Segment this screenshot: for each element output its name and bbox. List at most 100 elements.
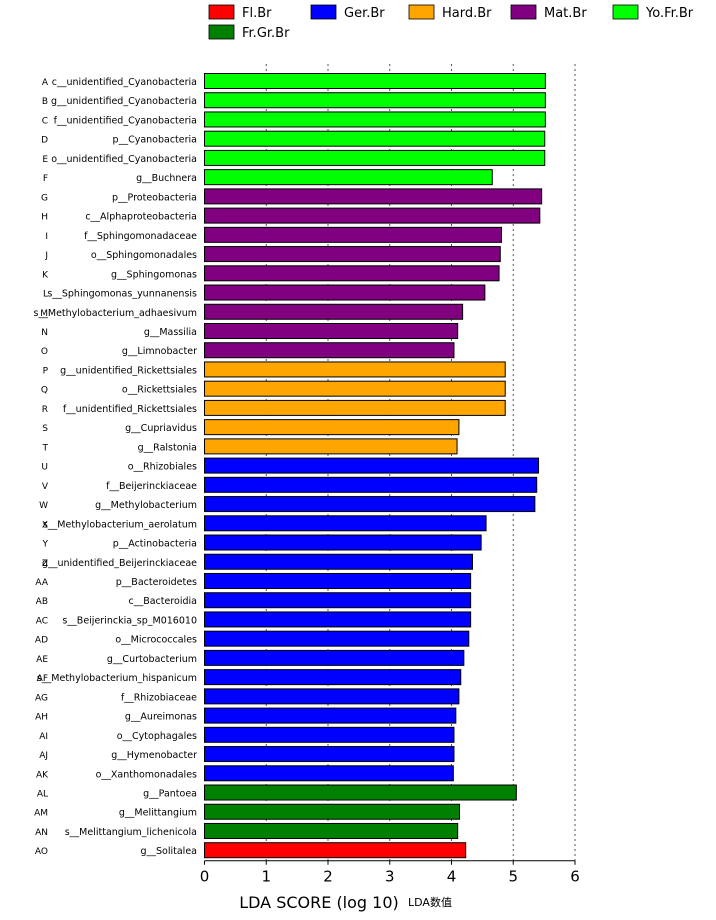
- bar: [204, 649, 465, 666]
- x-tick-label: 2: [323, 868, 333, 886]
- bar-code: I: [45, 232, 48, 242]
- bar: [204, 688, 460, 705]
- bar: [204, 226, 503, 243]
- bar-label: f__unidentified_Cyanobacteria: [54, 115, 197, 126]
- bar: [204, 822, 459, 839]
- bar: [204, 669, 462, 686]
- bar: [204, 303, 464, 320]
- bar: [204, 476, 538, 493]
- bar: [204, 342, 455, 359]
- bar: [204, 515, 487, 532]
- bar-label: f__Sphingomonadaceae: [84, 231, 197, 242]
- bar-label: g__Melittangium: [119, 808, 197, 819]
- bar-code: G: [41, 193, 48, 203]
- bar-code: AL: [37, 790, 48, 800]
- legend-swatch: [612, 4, 639, 20]
- bar-code: AO: [35, 847, 48, 857]
- bar-code: H: [41, 213, 48, 223]
- bar-code: Z: [42, 559, 48, 569]
- bar-label: s__Melittangium_lichenicola: [65, 827, 197, 838]
- bar-code: AK: [36, 770, 49, 780]
- bar-label: o__unidentified_Cyanobacteria: [51, 154, 197, 165]
- bar-code: AD: [35, 636, 48, 646]
- bar-code: J: [44, 251, 48, 261]
- bar-label: g__Cupriavidus: [125, 423, 197, 434]
- legend-label: Fr.Gr.Br: [242, 26, 290, 41]
- bar-label: g__Pantoea: [143, 789, 197, 800]
- bar-label: g__unidentified_Rickettsiales: [60, 365, 197, 376]
- bar: [204, 534, 482, 551]
- legend-swatch: [408, 4, 435, 20]
- bar: [204, 207, 541, 224]
- bar-label: o__Rhizobiales: [128, 462, 197, 473]
- bar-code: V: [42, 482, 49, 492]
- bar-label: p__Cyanobacteria: [113, 135, 197, 146]
- bar: [204, 611, 472, 628]
- bar-label: s__Methylobacterium_adhaesivum: [33, 308, 197, 319]
- bar-code: AG: [35, 693, 48, 703]
- bar-label: s__Methylobacterium_hispanicum: [37, 673, 197, 684]
- bar-code: T: [42, 443, 49, 453]
- bar-code: U: [41, 463, 48, 473]
- bar: [204, 284, 486, 301]
- bar-label: s__Sphingomonas_yunnanensis: [47, 289, 197, 300]
- bar-code: AA: [35, 578, 48, 588]
- bar: [204, 92, 546, 109]
- bar-label: p__Proteobacteria: [112, 192, 197, 203]
- bar-label: g__unidentified_Cyanobacteria: [51, 96, 197, 107]
- legend-swatch: [208, 24, 235, 40]
- bar-code: O: [41, 347, 48, 357]
- bar: [204, 399, 506, 416]
- legend: Fl.Br Ger.Br Hard.Br Mat.Br Yo.Fr.Br Fr.Gr.Br: [208, 4, 694, 41]
- bar: [204, 188, 543, 205]
- bar-label: f__unidentified_Rickettsiales: [63, 404, 197, 415]
- bar-label: g__Curtobacterium: [107, 654, 197, 665]
- bar-code: M: [40, 309, 48, 319]
- x-tick-label: 4: [447, 868, 457, 886]
- bar-label: g__Aureimonas: [125, 712, 197, 723]
- bar-label: s__Beijerinckia_sp_M016010: [62, 615, 197, 626]
- bar: [204, 419, 460, 436]
- bar: [204, 726, 455, 743]
- bar-label: s__Methylobacterium_aerolatum: [43, 519, 197, 530]
- bar-label: c__Bacteroidia: [129, 596, 198, 607]
- bar-code: E: [42, 155, 48, 165]
- bar: [204, 380, 506, 397]
- bar-code: AN: [35, 828, 48, 838]
- bar-code: Y: [42, 540, 49, 550]
- legend-label: Yo.Fr.Br: [645, 6, 694, 21]
- bar-code: AH: [35, 713, 48, 723]
- bar-code: R: [42, 405, 48, 415]
- bar-label: g__Limnobacter: [122, 346, 197, 357]
- bar-label: g__Solitalea: [140, 846, 197, 857]
- bar-code: AF: [37, 674, 48, 684]
- bar-code: K: [42, 270, 49, 280]
- x-tick-label: 3: [385, 868, 395, 886]
- bar-label: g__Methylobacterium: [95, 500, 197, 511]
- bar: [204, 784, 517, 801]
- bar: [204, 438, 458, 455]
- bar-label: f__Rhizobiaceae: [121, 692, 197, 703]
- bar-code: AE: [36, 655, 48, 665]
- bar-code: AC: [36, 616, 48, 626]
- bar: [204, 361, 506, 378]
- x-axis-label: LDA SCORE (log 10): [239, 893, 399, 912]
- x-tick-label: 0: [200, 868, 210, 886]
- bar-label: p__Bacteroidetes: [116, 577, 197, 588]
- bar: [204, 73, 546, 89]
- bar-label: o__Rickettsiales: [122, 385, 197, 396]
- bar-label: g__Massilia: [144, 327, 197, 338]
- x-tick-label: 5: [508, 868, 518, 886]
- x-axis-label-extra: LDA数值: [408, 896, 452, 909]
- bar: [204, 765, 454, 782]
- legend-swatch: [510, 4, 537, 20]
- bar-label: c__Alphaproteobacteria: [85, 212, 197, 223]
- bar-label: p__Actinobacteria: [113, 539, 197, 550]
- bar-code: C: [42, 116, 48, 126]
- x-axis: 0 1 2 3 4 5 6: [200, 860, 580, 886]
- bar: [204, 746, 455, 763]
- bar-code: AM: [34, 809, 48, 819]
- bar: [204, 496, 536, 513]
